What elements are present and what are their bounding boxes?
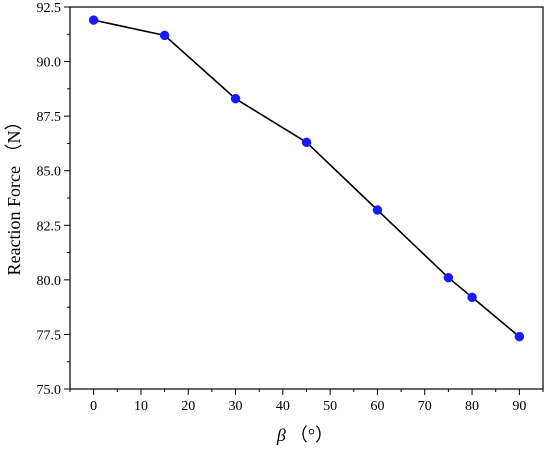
data-point (159, 30, 170, 41)
y-tick-label: 80.0 (37, 274, 62, 289)
y-tick-label: 90.0 (37, 56, 62, 71)
y-tick-label: 85.0 (37, 165, 62, 180)
y-tick-label: 82.5 (37, 219, 62, 234)
x-tick-label: 80 (465, 399, 479, 414)
y-tick-label: 87.5 (37, 110, 62, 125)
x-tick-label: 30 (229, 399, 243, 414)
x-axis-symbol: β (276, 425, 286, 445)
x-tick-label: 20 (181, 399, 195, 414)
x-axis-title: β （°） (276, 425, 333, 445)
y-tick-label: 77.5 (37, 328, 62, 343)
data-point (88, 15, 99, 25)
x-tick-label: 50 (323, 399, 337, 414)
x-tick-label: 40 (276, 399, 290, 414)
y-tick-label: 75.0 (37, 383, 62, 398)
data-point (230, 93, 241, 104)
plot-frame (69, 6, 544, 390)
x-tick-label: 70 (418, 399, 432, 414)
data-point (514, 331, 525, 342)
x-tick-label: 60 (370, 399, 384, 414)
data-point (443, 272, 454, 283)
series-line (93, 19, 520, 338)
x-tick-label: 0 (90, 399, 97, 414)
data-point (372, 205, 383, 215)
x-tick-label: 90 (512, 399, 526, 414)
x-axis-unit: （°） (290, 425, 333, 445)
y-axis-title: Reaction Force （N） (4, 113, 24, 276)
data-point (301, 137, 312, 148)
plot-area: 0 10 20 30 40 50 60 70 80 90 75.0 77.5 80.0 82.5 85.0 8… (37, 1, 544, 414)
x-tick-label: 10 (134, 399, 148, 414)
data-point (467, 292, 477, 303)
y-tick-label: 92.5 (37, 1, 62, 16)
